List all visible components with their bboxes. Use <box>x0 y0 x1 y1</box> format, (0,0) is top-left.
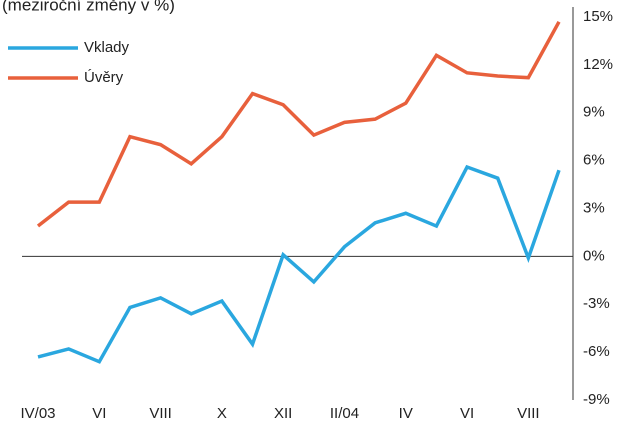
x-tick-label: XII <box>274 405 292 422</box>
y-tick-label: 12% <box>583 56 613 73</box>
legend-label: Vklady <box>84 39 130 56</box>
chart-title: (meziroční změny v %) <box>2 0 175 14</box>
x-tick-label: X <box>217 405 227 422</box>
y-tick-label: -9% <box>583 391 610 408</box>
x-tick-label: VIII <box>517 405 540 422</box>
series-line <box>36 20 561 228</box>
y-tick-label: 9% <box>583 104 605 121</box>
y-tick-label: 3% <box>583 199 605 216</box>
x-tick-label: VI <box>92 405 106 422</box>
x-tick-label: II/04 <box>330 405 359 422</box>
x-tick-label: VIII <box>149 405 172 422</box>
y-tick-label: 6% <box>583 152 605 169</box>
legend-label: Úvěry <box>84 69 124 86</box>
y-tick-label: -6% <box>583 343 610 360</box>
x-tick-label: IV/03 <box>20 405 55 422</box>
series-line <box>37 164 561 364</box>
y-tick-label: 0% <box>583 247 605 264</box>
y-tick-label: -3% <box>583 295 610 312</box>
x-tick-label: IV <box>399 405 413 422</box>
y-tick-label: 15% <box>583 8 613 25</box>
x-tick-label: VI <box>460 405 474 422</box>
